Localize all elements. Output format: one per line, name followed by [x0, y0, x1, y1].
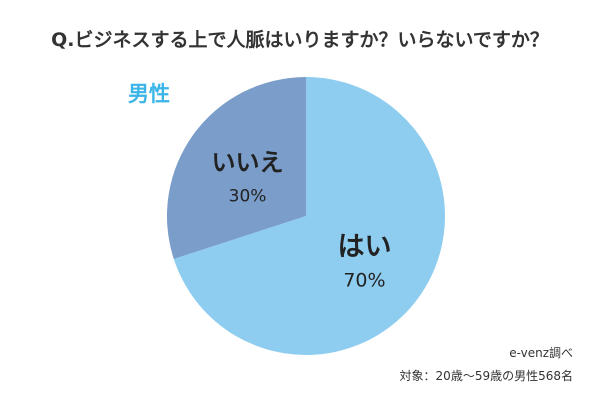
chart-subtitle: 男性: [128, 82, 170, 106]
pie-slice-0: [173, 77, 446, 355]
pie-slices: [167, 77, 446, 355]
slice-label-0: はい: [337, 231, 391, 262]
slice-label-1: いいえ: [212, 149, 284, 177]
sample-note: 対象：20歳〜59歳の男性568名: [400, 368, 573, 383]
pie-labels: はい 70% いいえ 30%: [212, 149, 392, 292]
chart-title: Q.ビジネスする上で人脈はいりますか？いらないですか？: [51, 28, 549, 51]
slice-value-1: 30%: [229, 187, 267, 207]
source-note: e-venz調べ: [509, 346, 573, 360]
pie-slice-1: [167, 77, 306, 259]
slice-value-0: 70%: [343, 269, 385, 291]
